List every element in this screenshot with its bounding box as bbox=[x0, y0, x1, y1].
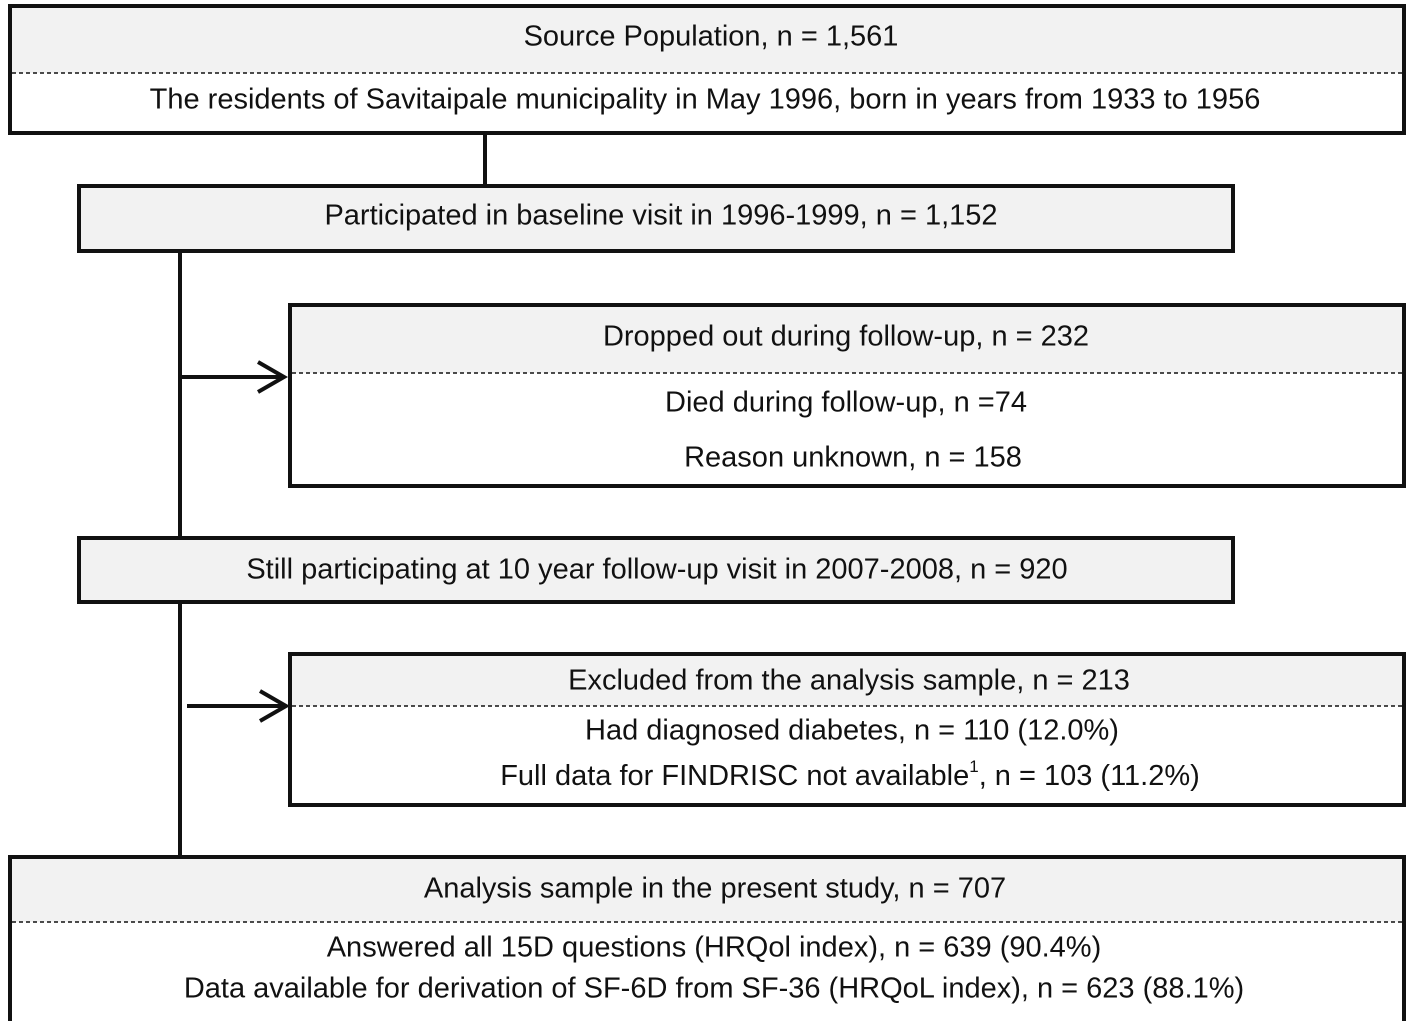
analysis-box: Analysis sample in the present study, n … bbox=[8, 855, 1406, 1026]
box-line: Had diagnosed diabetes, n = 110 (12.0%) bbox=[585, 715, 1119, 747]
arrow-head bbox=[259, 689, 291, 723]
box-line: The residents of Savitaipale municipalit… bbox=[150, 84, 1261, 116]
box-line: Answered all 15D questions (HRQol index)… bbox=[327, 932, 1102, 964]
box-title: Analysis sample in the present study, n … bbox=[424, 873, 1006, 905]
box-title: Participated in baseline visit in 1996-1… bbox=[324, 200, 997, 232]
excluded-box: Excluded from the analysis sample, n = 2… bbox=[288, 652, 1406, 807]
box-header bbox=[12, 8, 1402, 73]
box-title: Still participating at 10 year follow-up… bbox=[246, 554, 1067, 586]
box-header bbox=[292, 656, 1402, 706]
dropped-box: Dropped out during follow-up, n = 232 Di… bbox=[288, 303, 1406, 488]
followup-box: Still participating at 10 year follow-up… bbox=[77, 536, 1235, 604]
box-line: Full data for FINDRISC not available1, n… bbox=[500, 757, 1200, 791]
box bbox=[77, 536, 1235, 604]
superscript: 1 bbox=[969, 757, 978, 776]
source-box: Source Population, n = 1,561 The residen… bbox=[8, 4, 1406, 135]
box-title: Source Population, n = 1,561 bbox=[524, 21, 899, 53]
box bbox=[77, 184, 1235, 253]
box-header bbox=[292, 307, 1402, 373]
baseline-box: Participated in baseline visit in 1996-1… bbox=[77, 184, 1235, 253]
box-line: Data available for derivation of SF-6D f… bbox=[184, 973, 1244, 1005]
box-header bbox=[12, 859, 1402, 922]
box-line: Died during follow-up, n =74 bbox=[665, 387, 1027, 419]
line-text: Full data for FINDRISC not available bbox=[500, 760, 969, 792]
box-line: Reason unknown, n = 158 bbox=[684, 442, 1022, 474]
arrow-head bbox=[257, 360, 289, 394]
line-text: , n = 103 (11.2%) bbox=[979, 760, 1200, 792]
box-title: Excluded from the analysis sample, n = 2… bbox=[568, 665, 1130, 697]
box-title: Dropped out during follow-up, n = 232 bbox=[603, 321, 1089, 353]
